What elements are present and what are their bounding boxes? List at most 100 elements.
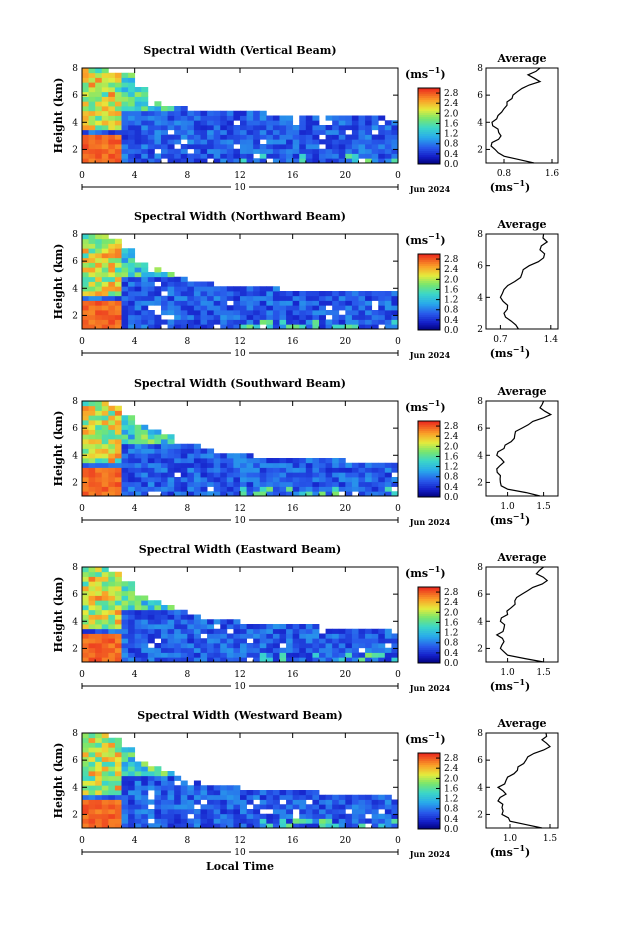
heatmap-cell (187, 619, 195, 625)
heatmap-cell (114, 148, 122, 154)
heatmap-cell (161, 443, 168, 449)
colorbar-swatch (418, 271, 440, 274)
heatmap-cell (128, 486, 136, 492)
heatmap-cell (108, 262, 116, 268)
heatmap-cell (259, 799, 267, 805)
heatmap-cell (279, 624, 287, 630)
heatmap-cell (95, 813, 103, 819)
heatmap-cell (193, 448, 201, 454)
heatmap-cell (233, 110, 241, 116)
heatmap-cell (213, 153, 221, 159)
heatmap-cell (141, 281, 149, 287)
heatmap-cell (272, 458, 280, 464)
heatmap-cell (108, 590, 116, 596)
heatmap-cell (88, 761, 96, 767)
heatmap-cell (365, 628, 373, 634)
heatmap-cell (207, 477, 215, 483)
day-label: 10 (234, 682, 246, 692)
heatmap-cell (272, 148, 280, 154)
heatmap-cell (101, 68, 109, 74)
heatmap-cell (246, 628, 254, 634)
heatmap-cell (121, 443, 129, 449)
colorbar-swatch (418, 430, 440, 433)
heatmap-cell (114, 253, 122, 259)
heatmap-cell (305, 813, 313, 819)
heatmap-cell (272, 319, 280, 325)
heatmap-cell (108, 448, 116, 454)
heatmap-cell (134, 443, 142, 449)
heatmap-cell (128, 72, 136, 78)
heatmap-cell (213, 120, 221, 126)
heatmap-cell (312, 624, 320, 630)
heatmap-cell (161, 481, 168, 487)
heatmap-cell (226, 314, 234, 320)
heatmap-cell (101, 91, 109, 97)
heatmap-cell (312, 628, 320, 634)
heatmap-cell (154, 291, 162, 297)
heatmap-cell (365, 491, 373, 497)
heatmap-cell (121, 96, 129, 102)
heatmap-cell (108, 429, 116, 435)
heatmap-cell (319, 153, 326, 159)
heatmap-cell (82, 775, 89, 781)
heatmap-cell (246, 462, 254, 468)
colorbar-swatch (418, 640, 440, 643)
heatmap-cell (161, 448, 168, 454)
heatmap-cell (220, 319, 228, 325)
heatmap-cell (233, 785, 241, 791)
heatmap-cell (286, 129, 294, 135)
heatmap-cell (161, 319, 168, 325)
colorbar-tick-label: 0.4 (444, 815, 459, 825)
heatmap-cell (378, 153, 386, 159)
heatmap-cell (246, 481, 254, 487)
heatmap-cell (200, 144, 208, 150)
heatmap-cell (167, 809, 175, 815)
heatmap-cell (154, 144, 162, 150)
heatmap-cell (299, 643, 307, 649)
heatmap-cell (200, 110, 208, 116)
heatmap-cell (226, 134, 234, 140)
heatmap-cell (82, 158, 89, 164)
heatmap-cell (101, 567, 109, 573)
heatmap-cell (82, 439, 89, 445)
heatmap-cell (200, 619, 208, 625)
heatmap-cell (154, 324, 162, 330)
heatmap-cell (82, 448, 89, 454)
heatmap-cell (167, 628, 175, 634)
heatmap-cell (213, 481, 221, 487)
heatmap-cell (154, 657, 162, 663)
unit-exponent: −1 (428, 65, 440, 75)
heatmap-cell (345, 477, 353, 483)
heatmap-cell (88, 638, 96, 644)
heatmap-cell (114, 624, 122, 630)
heatmap-cell (279, 291, 287, 297)
heatmap-cell (95, 804, 103, 810)
heatmap-cell (345, 310, 353, 316)
heatmap-cell (128, 248, 136, 254)
heatmap-cell (292, 477, 300, 483)
heatmap-cell (371, 491, 379, 497)
heatmap-cell (147, 477, 155, 483)
heatmap-cell (101, 657, 109, 663)
heatmap-cell (82, 737, 89, 743)
heatmap-cell (114, 276, 122, 282)
colorbar-swatch (418, 772, 440, 775)
panel-4: Spectral Width (Eastward Beam)2468Height… (52, 543, 559, 693)
heatmap-cell (141, 429, 149, 435)
heatmap-cell (213, 314, 221, 320)
heatmap-cell (147, 129, 155, 135)
heatmap-cell (253, 638, 261, 644)
heatmap-cell (299, 652, 307, 658)
heatmap-cell (95, 467, 103, 473)
heatmap-cell (259, 295, 267, 301)
heatmap-cell (226, 291, 234, 297)
heatmap-cell (200, 818, 208, 824)
heatmap-cell (233, 305, 241, 311)
heatmap-cell (292, 148, 300, 154)
heatmap-cell (200, 448, 208, 454)
heatmap-cell (207, 652, 215, 658)
heatmap-cell (220, 643, 228, 649)
heatmap-cell (378, 310, 386, 316)
heatmap-cell (134, 818, 142, 824)
heatmap-cell (174, 295, 182, 301)
